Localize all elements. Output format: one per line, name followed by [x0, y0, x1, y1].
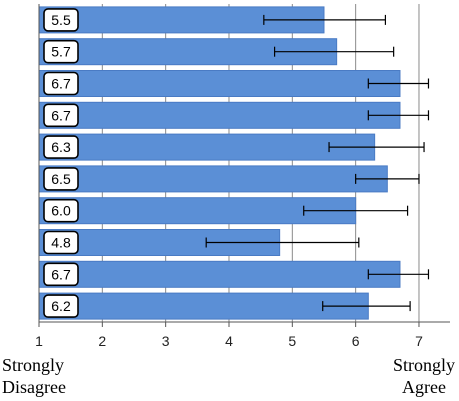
axis-end-label-right: Strongly Agree [393, 354, 455, 398]
value-label: 6.7 [51, 76, 71, 92]
value-label-box [43, 103, 79, 128]
bar [38, 101, 401, 129]
value-label-box [43, 8, 79, 32]
value-labels: 5.5 5.7 6.7 6.7 6.3 6.5 6.0 4.8 6.7 6.2 [43, 8, 79, 318]
axis-end-label-left: Strongly Disagree [2, 354, 66, 398]
x-tick-label: 2 [98, 333, 106, 349]
x-axis: 1 2 3 4 5 6 7 [35, 4, 450, 349]
bars [38, 6, 401, 320]
value-label-box [43, 39, 79, 64]
value-label: 6.0 [51, 203, 71, 219]
x-tick-label: 7 [415, 333, 423, 349]
x-tick-label: 6 [352, 333, 360, 349]
value-label-box [43, 294, 79, 318]
value-label-box [43, 230, 79, 255]
value-label: 5.7 [51, 44, 71, 60]
value-label: 6.7 [51, 266, 71, 282]
value-label-box [43, 262, 79, 287]
x-tick-label: 3 [162, 333, 170, 349]
bar [38, 70, 401, 97]
axis-end-right-line1: Strongly [392, 355, 455, 375]
x-tick-label: 1 [35, 333, 43, 349]
value-label: 6.2 [51, 298, 71, 314]
value-label-box [43, 71, 79, 96]
value-label-box [43, 167, 79, 191]
bar [38, 260, 401, 288]
x-tick-label: 5 [288, 333, 296, 349]
value-label-box [43, 198, 79, 223]
value-label: 6.3 [51, 139, 71, 155]
axis-end-right-line2: Agree [402, 377, 446, 397]
axis-end-left-line2: Disagree [2, 377, 66, 397]
value-label: 6.5 [51, 171, 71, 187]
bar [38, 165, 388, 193]
value-label: 4.8 [51, 235, 71, 251]
value-label: 5.5 [51, 12, 71, 28]
bar [38, 292, 369, 320]
x-tick-label: 4 [225, 333, 233, 349]
bar [38, 133, 376, 161]
value-label: 6.7 [51, 107, 71, 123]
axis-end-left-line1: Strongly [2, 355, 65, 375]
error-bars [205, 14, 430, 312]
value-label-box [43, 135, 79, 159]
